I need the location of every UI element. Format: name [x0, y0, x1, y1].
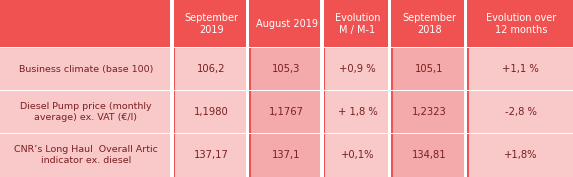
Bar: [469, 48, 573, 91]
Text: +1,8%: +1,8%: [504, 150, 537, 160]
Bar: [469, 91, 573, 134]
Bar: [175, 91, 248, 134]
Bar: [320, 0, 324, 177]
Bar: [0, 90, 573, 91]
Text: 1,1767: 1,1767: [269, 107, 304, 117]
Bar: [0, 0, 172, 48]
Text: +0,9 %: +0,9 %: [339, 64, 376, 74]
Bar: [0, 133, 573, 134]
Bar: [325, 0, 390, 48]
Bar: [0, 48, 172, 91]
Bar: [175, 0, 248, 48]
Bar: [170, 0, 174, 177]
Bar: [175, 48, 248, 91]
Bar: [325, 48, 390, 91]
Bar: [393, 48, 465, 91]
Bar: [393, 91, 465, 134]
Text: 105,1: 105,1: [415, 64, 444, 74]
Text: September
2018: September 2018: [402, 13, 456, 35]
Bar: [251, 134, 322, 177]
Text: CNR’s Long Haul  Overall Artic
indicator ex. diesel: CNR’s Long Haul Overall Artic indicator …: [14, 145, 158, 165]
Bar: [393, 134, 465, 177]
Text: Diesel Pump price (monthly
average) ex. VAT (€/l): Diesel Pump price (monthly average) ex. …: [20, 102, 152, 122]
Bar: [251, 0, 322, 48]
Text: 137,1: 137,1: [272, 150, 301, 160]
Text: 105,3: 105,3: [272, 64, 301, 74]
Text: 1,1980: 1,1980: [194, 107, 229, 117]
Bar: [469, 0, 573, 48]
Text: 106,2: 106,2: [197, 64, 226, 74]
Bar: [325, 134, 390, 177]
Bar: [175, 134, 248, 177]
Text: August 2019: August 2019: [256, 19, 317, 29]
Text: 137,17: 137,17: [194, 150, 229, 160]
Bar: [251, 91, 322, 134]
Bar: [0, 47, 573, 48]
Bar: [325, 91, 390, 134]
Text: Evolution over
12 months: Evolution over 12 months: [486, 13, 556, 35]
Text: -2,8 %: -2,8 %: [505, 107, 537, 117]
Bar: [0, 134, 172, 177]
Text: Business climate (base 100): Business climate (base 100): [19, 65, 153, 74]
Text: 134,81: 134,81: [412, 150, 446, 160]
Bar: [393, 0, 465, 48]
Bar: [388, 0, 391, 177]
Bar: [464, 0, 467, 177]
Text: 1,2323: 1,2323: [412, 107, 446, 117]
Text: +1,1 %: +1,1 %: [503, 64, 539, 74]
Bar: [251, 48, 322, 91]
Text: + 1,8 %: + 1,8 %: [337, 107, 378, 117]
Bar: [0, 91, 172, 134]
Bar: [246, 0, 249, 177]
Text: +0,1%: +0,1%: [341, 150, 374, 160]
Bar: [469, 134, 573, 177]
Text: Evolution
M / M-1: Evolution M / M-1: [335, 13, 380, 35]
Text: September
2019: September 2019: [185, 13, 238, 35]
